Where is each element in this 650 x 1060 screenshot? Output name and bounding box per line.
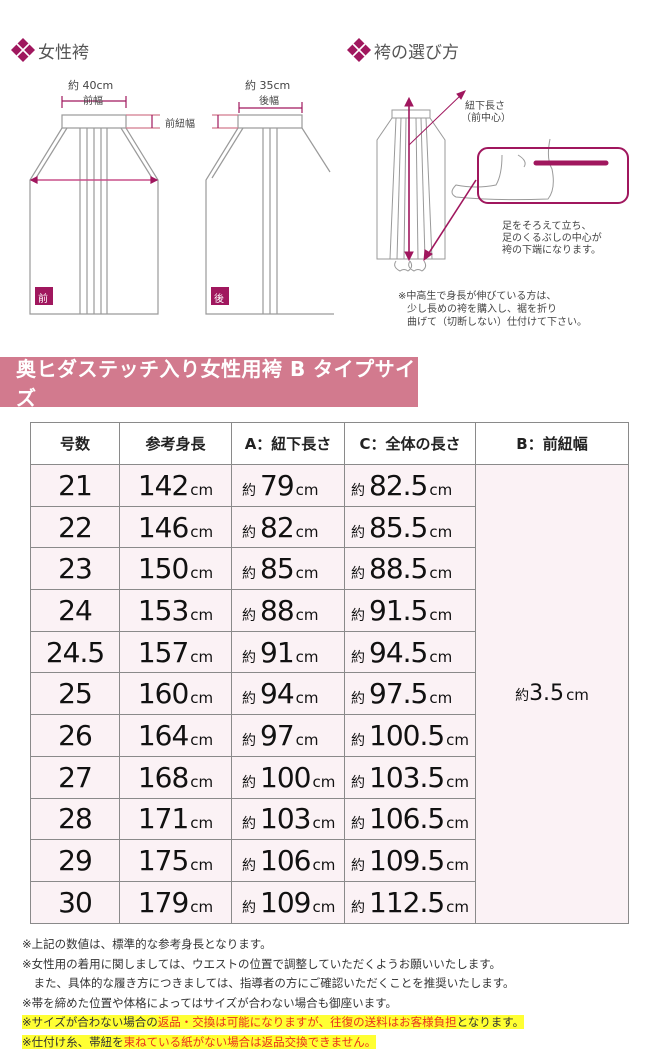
note-text: となります。 (456, 1015, 525, 1029)
cell-height: 146 cm (119, 505, 232, 549)
cell-total-length: 約 112.5 cm (344, 880, 476, 924)
cell-total-length: 約 103.5 cm (344, 755, 476, 799)
table-row: 24 153 cm 約 88 cm 約 91.5 cm (30, 589, 629, 632)
table-row: 25 160 cm 約 94 cm 約 97.5 cm (30, 672, 629, 716)
back-width-label: 後幅 (259, 96, 279, 107)
cell-himo-length: 約 91 cm (231, 630, 345, 674)
cell-height: 142 cm (119, 464, 232, 507)
front-tie-width-label: 前紐幅 (165, 119, 195, 130)
table-row: 30 179 cm 約 109 cm 約 112.5 cm (30, 880, 629, 924)
cell-size: 26 (30, 714, 120, 757)
header-total-length: C：全体の長さ (344, 422, 476, 465)
cell-total-length: 約 85.5 cm (344, 505, 476, 549)
section-title-how-to-choose: 袴の選び方 (346, 37, 459, 63)
cell-total-length: 約 88.5 cm (344, 547, 476, 591)
diamond-bullet-icon (10, 37, 36, 63)
cell-himo-length: 約 79 cm (231, 464, 345, 507)
cell-size: 24 (30, 589, 120, 632)
note-return-policy: ※サイズが合わない場合の返品・交換は可能になりますが、往復の送料はお客様負担とな… (22, 1013, 525, 1033)
cell-height: 164 cm (119, 714, 232, 757)
cell-size: 24.5 (30, 630, 120, 674)
note-text: ※仕付け糸、帯紐を (22, 1034, 124, 1049)
diamond-bullet-icon (346, 37, 372, 63)
cell-height: 168 cm (119, 755, 232, 799)
table-header-row: 号数 参考身長 A：紐下長さ C：全体の長さ B：前紐幅 (30, 422, 629, 465)
cell-total-length: 約 91.5 cm (344, 589, 476, 632)
section-title-text: 袴の選び方 (374, 42, 459, 63)
cell-height: 157 cm (119, 630, 232, 674)
growth-note-line-1: ※中高生で身長が伸びている方は、 (398, 291, 557, 302)
note-line: また、具体的な履き方につきましては、指導者の方にご確認いただくことを推奨いたしま… (22, 976, 515, 990)
cell-size: 25 (30, 672, 120, 716)
note-line: ※帯を締めた位置や体格によってはサイズが合わない場合も御座います。 (22, 995, 397, 1010)
cell-size: 28 (30, 797, 120, 841)
table-row: 26 164 cm 約 97 cm 約 100.5 cm (30, 714, 629, 757)
cell-size: 29 (30, 839, 120, 882)
header-size: 号数 (30, 422, 120, 465)
cell-size: 27 (30, 755, 120, 799)
size-table: 号数 参考身長 A：紐下長さ C：全体の長さ B：前紐幅 21 142 cm 約 79 c… (30, 422, 629, 924)
table-row: 28 171 cm 約 103 cm 約 106.5 cm (30, 797, 629, 841)
hakama-length-guide-diagram (376, 90, 629, 272)
foot-note-line-1: 足をそろえて立ち、 (502, 221, 592, 232)
cell-height: 171 cm (119, 797, 232, 841)
size-chart-banner: 奥ヒダステッチ入り女性用袴 B タイプサイズ (0, 357, 418, 410)
section-title-text: 女性袴 (38, 42, 89, 63)
cell-himo-length: 約 97 cm (231, 714, 345, 757)
growth-note-line-3: 曲げて（切断しない）仕付けて下さい。 (407, 317, 587, 328)
cell-himo-length: 約 88 cm (231, 589, 345, 632)
hakama-front-back-diagram (29, 96, 334, 315)
table-row: 21 142 cm 約 79 cm 約 82.5 cm 約3.5 cm (30, 464, 629, 924)
cell-himo-length: 約 82 cm (231, 505, 345, 549)
cell-himo-length: 約 85 cm (231, 547, 345, 591)
cell-front-tie-width: 約3.5 cm (475, 464, 629, 924)
note-line: ※上記の数値は、標準的な参考身長となります。 (22, 937, 272, 951)
section-title-womens-hakama: 女性袴 (10, 37, 89, 63)
banner-title: 奥ヒダステッチ入り女性用袴 B タイプサイズ (16, 357, 416, 410)
cell-himo-length: 約 106 cm (231, 839, 345, 882)
cell-total-length: 約 100.5 cm (344, 714, 476, 757)
front-badge: 前 (38, 294, 48, 305)
cell-himo-length: 約 103 cm (231, 797, 345, 841)
note-tag-paper-policy: ※仕付け糸、帯紐を束ねている紙がない場合は返品交換できません。 (22, 1033, 524, 1053)
back-width-value: 約 35cm (245, 79, 291, 92)
cell-total-length: 約 82.5 cm (344, 464, 476, 507)
notes: ※上記の数値は、標準的な参考身長となります。 ※女性用の着用に関しましては、ウエ… (22, 935, 525, 1053)
cell-himo-length: 約 100 cm (231, 755, 345, 799)
cell-total-length: 約 109.5 cm (344, 839, 476, 882)
header-himo-length: A：紐下長さ (231, 422, 345, 465)
cell-size: 30 (30, 880, 120, 924)
table-row: 29 175 cm 約 106 cm 約 109.5 cm (30, 839, 629, 882)
note-line: ※女性用の着用に関しましては、ウエストの位置で調整していただくようお願いいたしま… (22, 956, 502, 971)
himo-length-label: 紐下長さ (465, 101, 505, 112)
foot-note-line-3: 袴の下端になります。 (502, 245, 601, 256)
table-row: 22 146 cm 約 82 cm 約 85.5 cm (30, 505, 629, 549)
cell-himo-length: 約 109 cm (231, 880, 345, 924)
cell-size: 22 (30, 505, 120, 549)
header-front-tie-width: B：前紐幅 (475, 422, 629, 465)
cell-size: 23 (30, 547, 120, 591)
table-row: 27 168 cm 約 100 cm 約 103.5 cm (30, 755, 629, 799)
cell-height: 150 cm (119, 547, 232, 591)
note-text: ※サイズが合わない場合の (22, 1015, 158, 1029)
cell-height: 160 cm (119, 672, 232, 716)
note-emphasis: 返品・交換は可能になりますが、往復の送料はお客様負担 (157, 1015, 457, 1029)
cell-size: 21 (30, 464, 120, 507)
cell-himo-length: 約 94 cm (231, 672, 345, 716)
cell-height: 179 cm (119, 880, 232, 924)
back-badge: 後 (214, 294, 224, 305)
cell-total-length: 約 97.5 cm (344, 672, 476, 716)
cell-total-length: 約 106.5 cm (344, 797, 476, 841)
cell-height: 153 cm (119, 589, 232, 632)
header-reference-height: 参考身長 (119, 422, 232, 465)
note-emphasis: 束ねている紙がない場合は返品交換できません。 (123, 1034, 377, 1049)
foot-note-line-2: 足のくるぶしの中心が (502, 233, 602, 244)
table-row: 24.5 157 cm 約 91 cm 約 94.5 cm (30, 630, 629, 674)
front-width-value: 約 40cm (68, 79, 114, 92)
cell-height: 175 cm (119, 839, 232, 882)
himo-length-sublabel: （前中心） (461, 113, 511, 124)
front-width-label: 前幅 (83, 96, 103, 107)
growth-note-line-2: 少し長めの袴を購入し、裾を折り (407, 304, 557, 315)
cell-total-length: 約 94.5 cm (344, 630, 476, 674)
